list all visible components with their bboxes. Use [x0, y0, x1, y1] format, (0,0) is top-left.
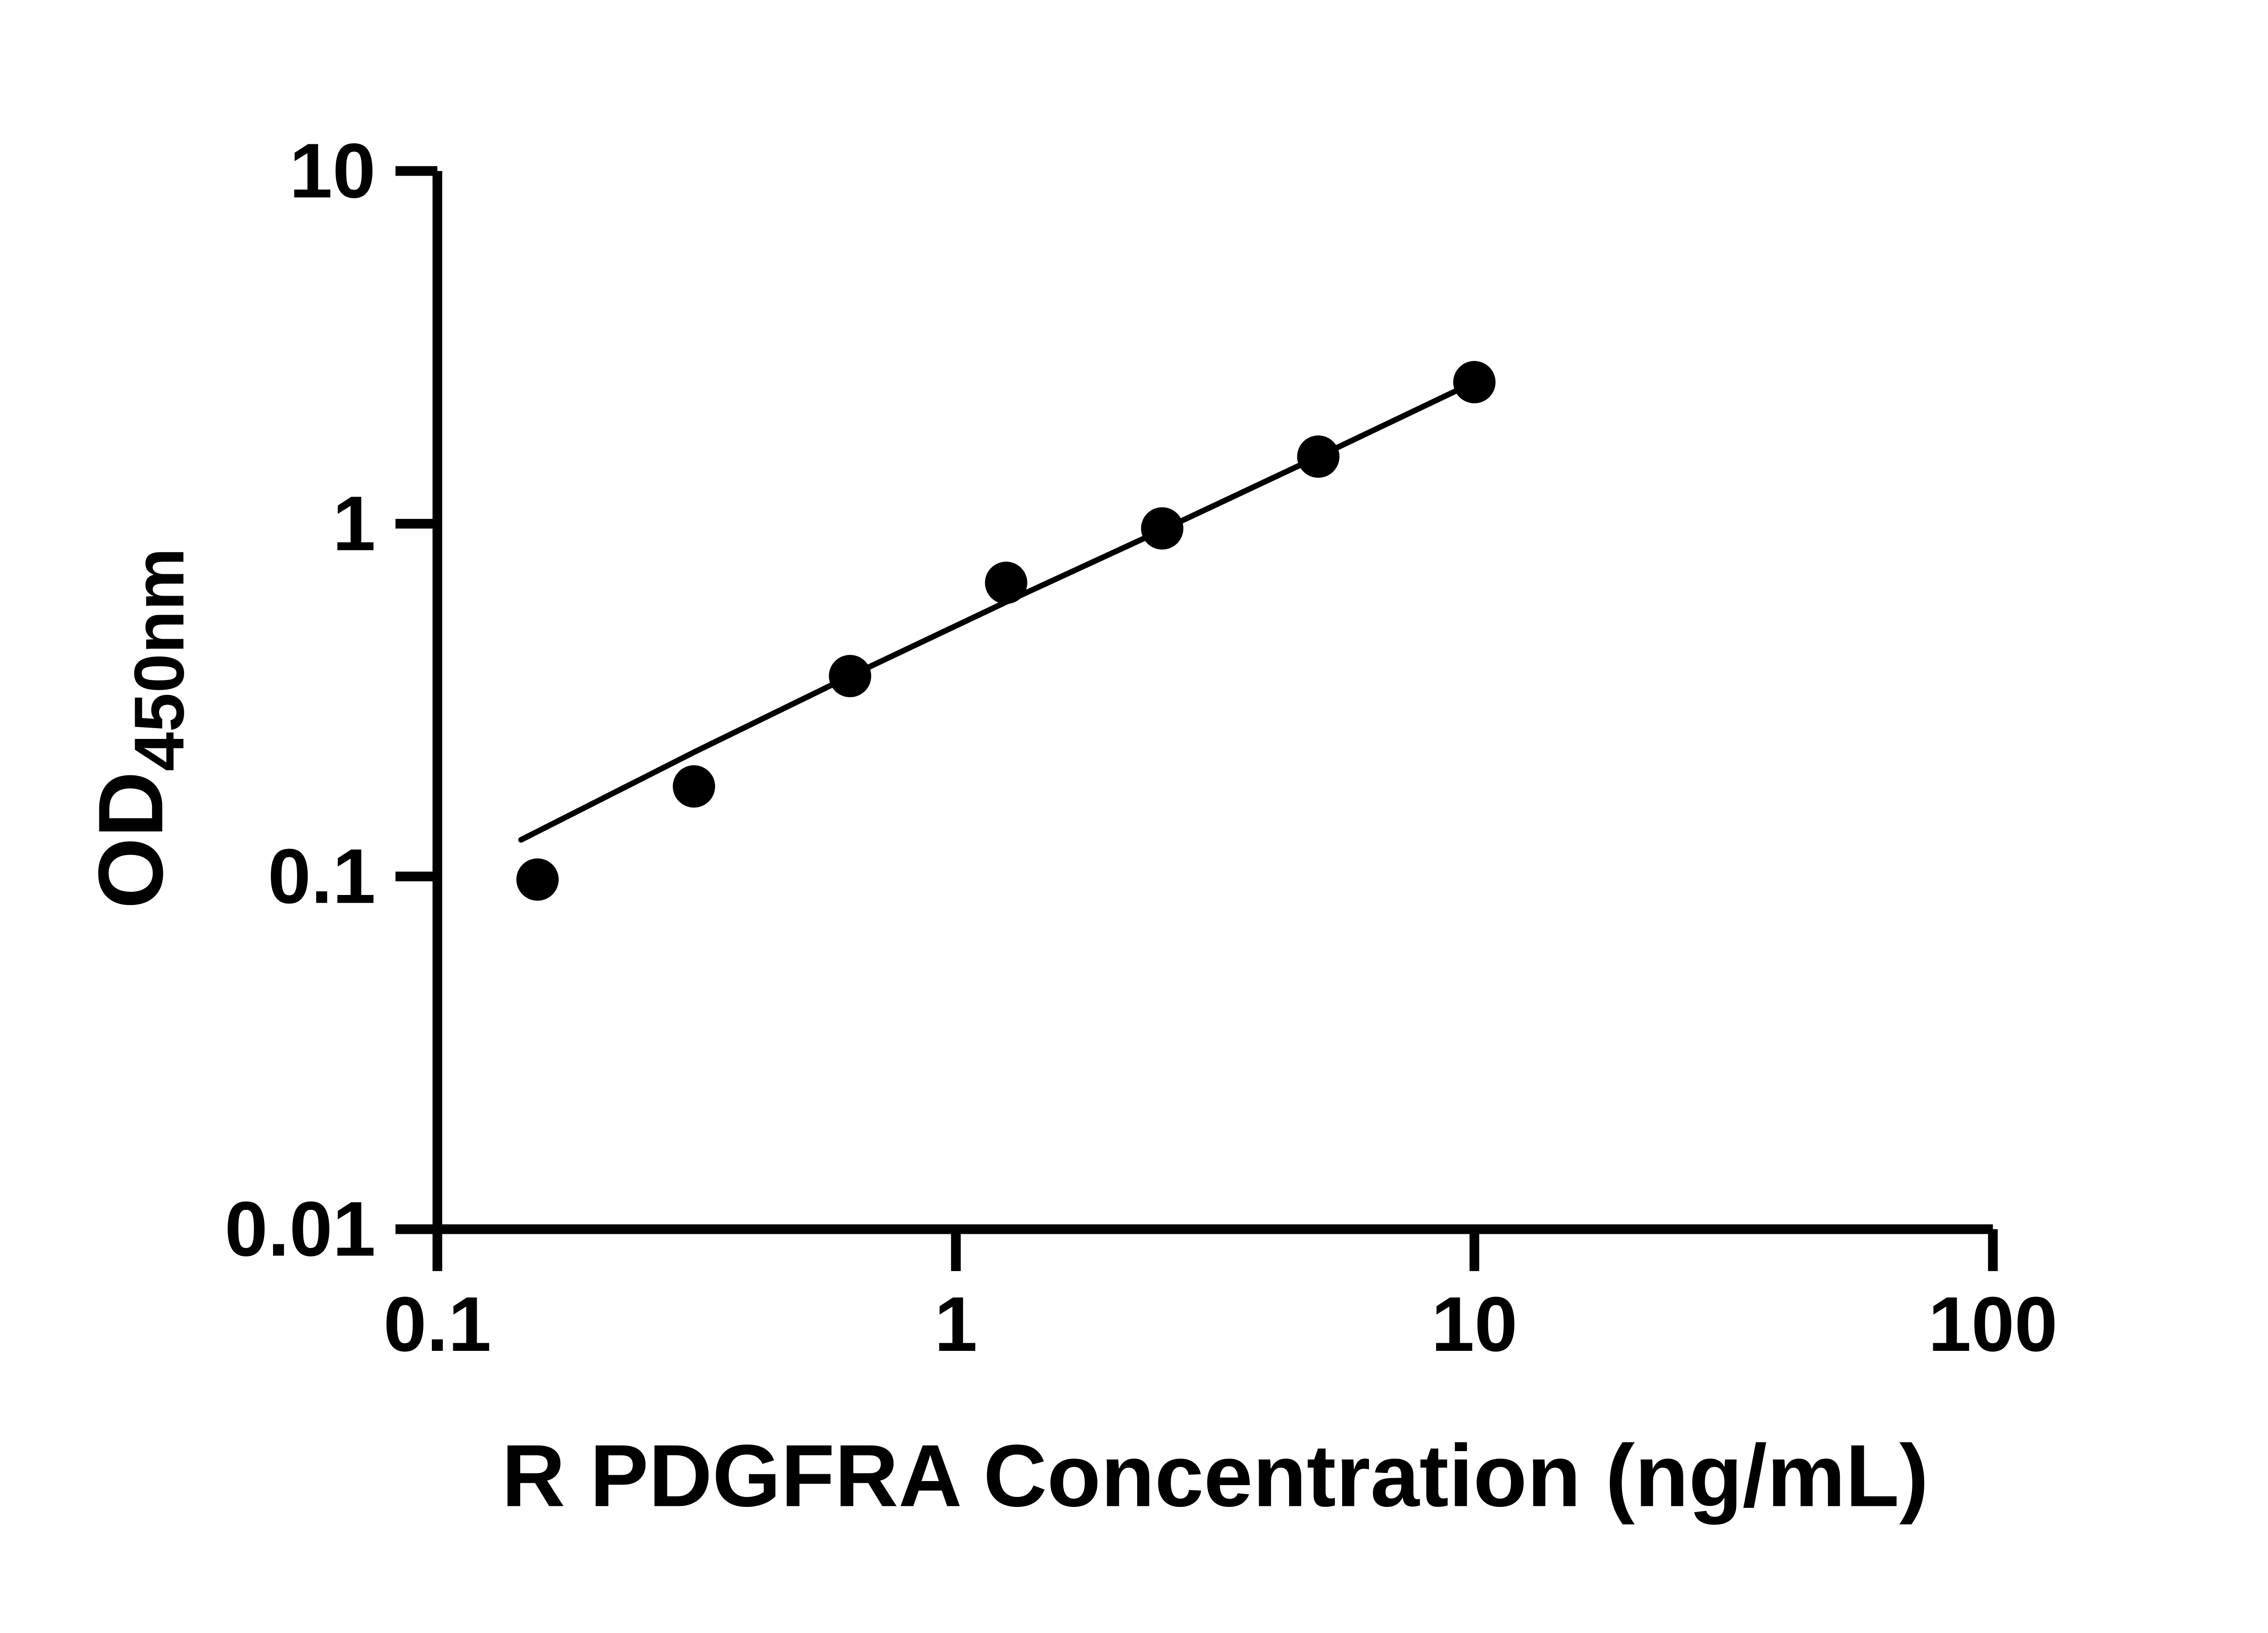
y-tick-label: 1 — [332, 480, 376, 567]
y-tick-label: 10 — [289, 127, 376, 214]
x-tick-label: 0.1 — [383, 1281, 491, 1368]
y-tick-label: 0.1 — [268, 833, 376, 920]
data-point — [1141, 507, 1183, 550]
y-axis-title: OD450nm — [79, 548, 199, 909]
y-axis-title-sub: 450nm — [119, 548, 198, 772]
data-point — [829, 655, 871, 698]
data-points-group — [516, 361, 1496, 901]
x-tick-label: 100 — [1928, 1281, 2058, 1368]
ticks-group — [395, 166, 1998, 1271]
chart-background — [0, 23, 2268, 1610]
data-point — [985, 562, 1027, 604]
data-point — [1297, 435, 1339, 478]
y-axis-title-main: OD — [79, 771, 182, 909]
data-point — [516, 858, 559, 901]
x-tick-label: 1 — [934, 1281, 978, 1368]
x-axis-title: R PDGFRA Concentration (ng/mL) — [502, 1427, 1929, 1525]
data-point — [673, 765, 715, 808]
axes-group — [432, 171, 1993, 1234]
data-point — [1453, 361, 1496, 404]
x-tick-label: 10 — [1431, 1281, 1517, 1368]
y-tick-label: 0.01 — [225, 1186, 376, 1272]
